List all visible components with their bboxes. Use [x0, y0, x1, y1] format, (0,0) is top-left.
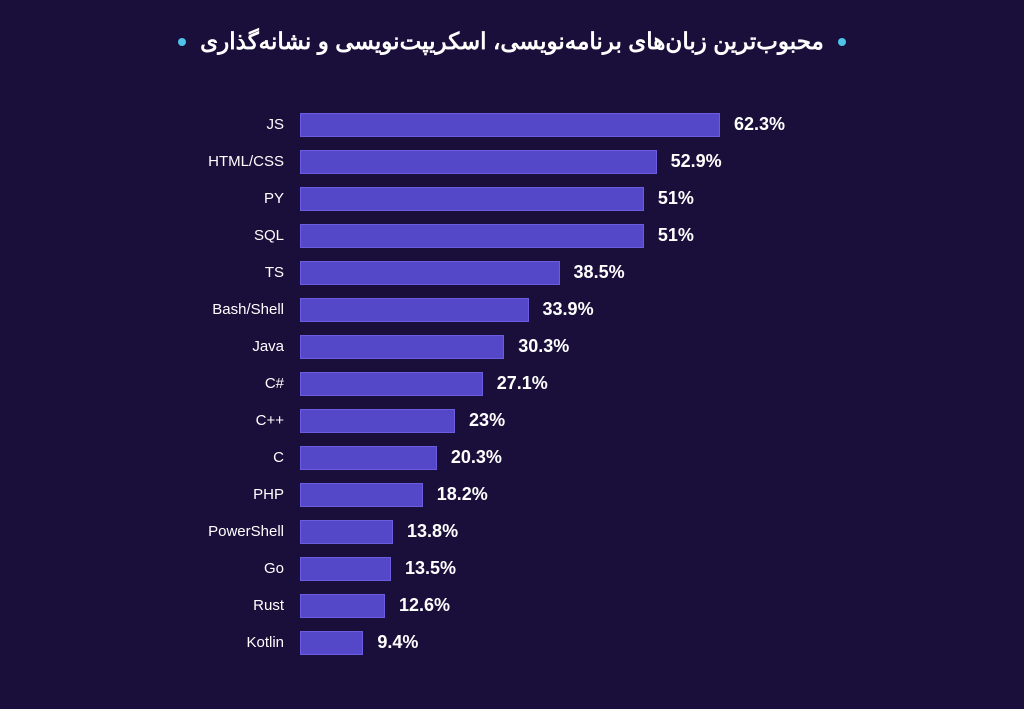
bar-track: 38.5% — [300, 254, 904, 291]
chart-row: JS 62.3% — [120, 106, 904, 143]
chart-title: محبوب‌ترین زبان‌های برنامه‌نویسی، اسکریپ… — [200, 28, 824, 55]
chart-row: Kotlin 9.4% — [120, 624, 904, 661]
chart-row: HTML/CSS 52.9% — [120, 143, 904, 180]
chart-row: C 20.3% — [120, 439, 904, 476]
chart-row: SQL 51% — [120, 217, 904, 254]
chart-row: PowerShell 13.8% — [120, 513, 904, 550]
bar-label: C# — [120, 375, 300, 392]
bar-fill — [300, 372, 483, 396]
bar-track: 23% — [300, 402, 904, 439]
bar-fill — [300, 113, 720, 137]
bar-label: PY — [120, 190, 300, 207]
bar-value: 27.1% — [497, 373, 548, 394]
bar-label: HTML/CSS — [120, 153, 300, 170]
bullet-icon — [838, 38, 846, 46]
bar-fill — [300, 446, 437, 470]
bar-value: 13.8% — [407, 521, 458, 542]
bar-fill — [300, 631, 363, 655]
chart-row: PY 51% — [120, 180, 904, 217]
bar-fill — [300, 557, 391, 581]
bar-track: 18.2% — [300, 476, 904, 513]
chart-row: TS 38.5% — [120, 254, 904, 291]
bar-track: 27.1% — [300, 365, 904, 402]
bar-fill — [300, 483, 423, 507]
bar-label: SQL — [120, 227, 300, 244]
bar-fill — [300, 594, 385, 618]
bar-track: 62.3% — [300, 106, 904, 143]
bar-track: 52.9% — [300, 143, 904, 180]
chart-title-wrap: محبوب‌ترین زبان‌های برنامه‌نویسی، اسکریپ… — [0, 28, 1024, 55]
bar-chart: JS 62.3% HTML/CSS 52.9% PY 51% SQL 51% TS 38.5% Ba… — [0, 106, 1024, 661]
chart-row: Rust 12.6% — [120, 587, 904, 624]
bar-label: JS — [120, 116, 300, 133]
bar-track: 13.5% — [300, 550, 904, 587]
chart-row: Go 13.5% — [120, 550, 904, 587]
chart-row: C++ 23% — [120, 402, 904, 439]
bar-label: Rust — [120, 597, 300, 614]
bar-value: 38.5% — [574, 262, 625, 283]
bar-label: PowerShell — [120, 523, 300, 540]
bar-fill — [300, 150, 657, 174]
chart-row: Java 30.3% — [120, 328, 904, 365]
bullet-icon — [178, 38, 186, 46]
bar-track: 51% — [300, 217, 904, 254]
bar-value: 51% — [658, 188, 694, 209]
bar-value: 13.5% — [405, 558, 456, 579]
bar-track: 12.6% — [300, 587, 904, 624]
bar-fill — [300, 520, 393, 544]
bar-value: 62.3% — [734, 114, 785, 135]
bar-value: 20.3% — [451, 447, 502, 468]
bar-value: 23% — [469, 410, 505, 431]
bar-track: 13.8% — [300, 513, 904, 550]
bar-label: Go — [120, 560, 300, 577]
bar-label: TS — [120, 264, 300, 281]
bar-label: Java — [120, 338, 300, 355]
bar-fill — [300, 335, 504, 359]
bar-track: 20.3% — [300, 439, 904, 476]
bar-value: 12.6% — [399, 595, 450, 616]
bar-label: Kotlin — [120, 634, 300, 651]
bar-fill — [300, 298, 529, 322]
bar-value: 33.9% — [543, 299, 594, 320]
bar-value: 9.4% — [377, 632, 418, 653]
bar-label: Bash/Shell — [120, 301, 300, 318]
bar-value: 51% — [658, 225, 694, 246]
bar-track: 9.4% — [300, 624, 904, 661]
bar-label: C — [120, 449, 300, 466]
bar-fill — [300, 409, 455, 433]
bar-value: 18.2% — [437, 484, 488, 505]
bar-track: 33.9% — [300, 291, 904, 328]
chart-row: PHP 18.2% — [120, 476, 904, 513]
bar-fill — [300, 187, 644, 211]
bar-value: 30.3% — [518, 336, 569, 357]
bar-value: 52.9% — [671, 151, 722, 172]
bar-fill — [300, 224, 644, 248]
chart-row: C# 27.1% — [120, 365, 904, 402]
bar-fill — [300, 261, 560, 285]
bar-track: 30.3% — [300, 328, 904, 365]
bar-label: C++ — [120, 412, 300, 429]
bar-track: 51% — [300, 180, 904, 217]
chart-row: Bash/Shell 33.9% — [120, 291, 904, 328]
bar-label: PHP — [120, 486, 300, 503]
